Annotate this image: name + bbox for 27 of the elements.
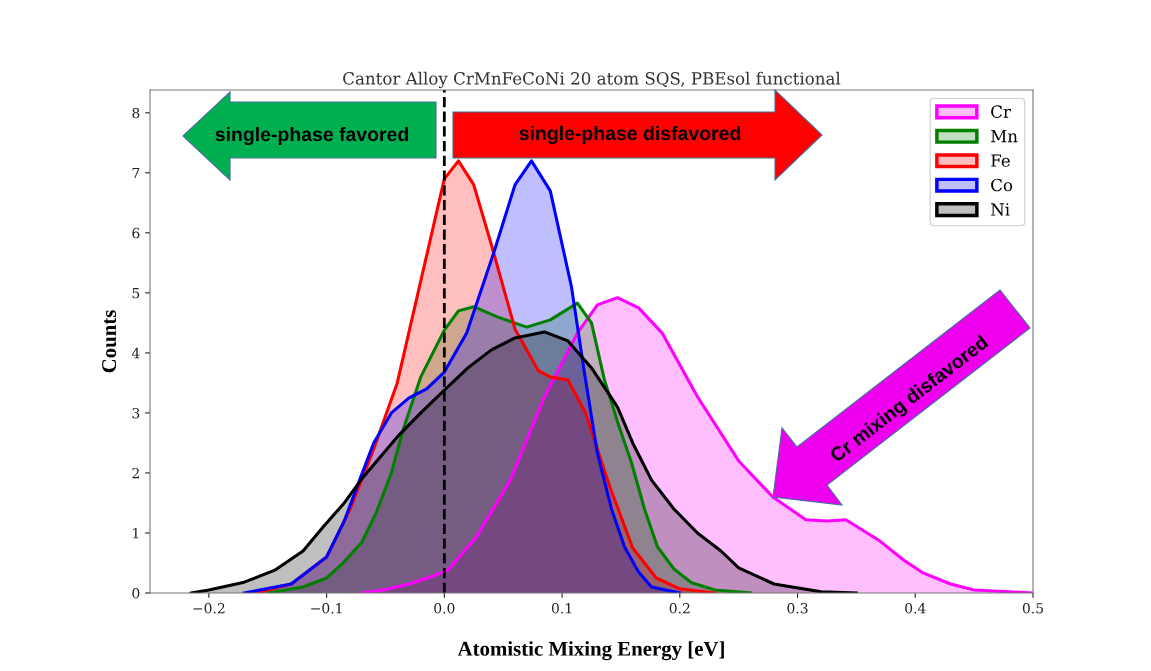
x-tick-label: 0.5 bbox=[1022, 602, 1043, 614]
x-tick-label: −0.1 bbox=[311, 602, 342, 614]
chart-title: Cantor Alloy CrMnFeCoNi 20 atom SQS, PBEsol functional bbox=[343, 71, 841, 89]
legend-label: Cr bbox=[991, 105, 1011, 118]
x-axis-title: Atomistic Mixing Energy [eV] bbox=[457, 641, 724, 661]
x-tick-label: 0.2 bbox=[669, 602, 690, 614]
y-tick-label: 1 bbox=[133, 527, 139, 539]
y-tick-label: 6 bbox=[132, 227, 140, 239]
x-tick-label: −0.2 bbox=[193, 602, 225, 614]
y-tick-label: 2 bbox=[132, 467, 139, 479]
x-tick-label: 0.4 bbox=[905, 602, 926, 614]
legend-label: Fe bbox=[991, 154, 1010, 167]
y-tick-label: 3 bbox=[132, 407, 140, 419]
legend-label: Ni bbox=[991, 203, 1010, 216]
annotation: single-phase disfavored bbox=[519, 125, 741, 145]
annotation: single-phase favored bbox=[215, 126, 408, 146]
legend-label: Mn bbox=[991, 129, 1018, 143]
legend-label: Co bbox=[991, 178, 1013, 192]
y-tick-label: 7 bbox=[132, 167, 140, 179]
y-axis-title: Counts bbox=[102, 310, 117, 373]
x-tick-label: 0.3 bbox=[787, 602, 808, 614]
y-tick-label: 5 bbox=[132, 288, 140, 299]
y-tick-label: 0 bbox=[132, 587, 140, 599]
y-tick-label: 4 bbox=[131, 347, 140, 359]
x-tick-label: 0.0 bbox=[434, 602, 455, 614]
x-tick-label: 0.1 bbox=[551, 602, 572, 614]
y-tick-label: 8 bbox=[132, 107, 140, 119]
